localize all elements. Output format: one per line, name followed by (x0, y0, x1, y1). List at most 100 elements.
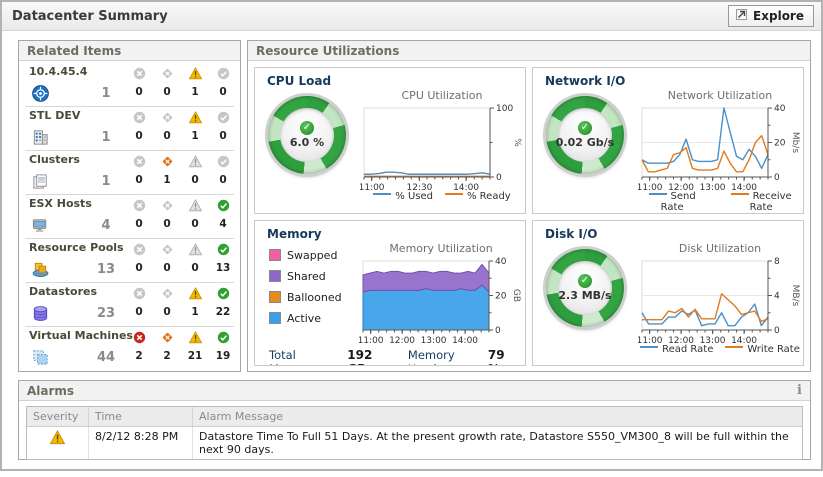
legend-label: Shared (287, 269, 326, 283)
legend-label: Active (287, 311, 322, 325)
info-icon[interactable]: i (797, 383, 802, 398)
column-header-message[interactable]: Alarm Message (199, 410, 284, 423)
alarm-severity-warning-icon (27, 427, 89, 459)
memory-used-value: 79 % (487, 347, 505, 366)
cpu-load-gauge[interactable]: ✓ 6.0 % (268, 96, 346, 174)
memory-quadrant: Memory Swapped Shared Ballooned Active Memo… (254, 219, 526, 366)
alarms-title: Alarms (27, 384, 75, 398)
status-count-normal: 13 (215, 261, 231, 274)
svg-text:100: 100 (496, 104, 513, 114)
network-io-gauge[interactable]: ✓ 0.02 Gb/s (546, 96, 624, 174)
related-item-name: Virtual Machines (29, 329, 133, 342)
normal-icon (209, 151, 237, 172)
status-count-fatal: 0 (135, 85, 143, 98)
related-items-header: Related Items (19, 41, 240, 61)
network-utilization-chart[interactable]: 0 20 40 11:00 12:00 13:00 14:00 Mb/s (638, 102, 802, 192)
explore-button[interactable]: Explore (728, 5, 814, 27)
explore-icon (735, 8, 748, 24)
status-count-normal: 19 (215, 350, 231, 362)
disk-io-value: 2.3 MB/s (558, 288, 612, 302)
status-count-normal: 0 (219, 173, 227, 186)
fatal-icon (125, 195, 153, 216)
warning-icon (181, 107, 209, 128)
related-items-panel: Related Items 10.4.45.4 1 0 0 1 0 STL DEV 1 0 0 1 0… (18, 40, 241, 372)
related-item-name: 10.4.45.4 (29, 64, 88, 78)
resource-utilizations-panel: Resource Utilizations CPU Load ✓ 6.0 % (247, 40, 811, 372)
svg-text:0: 0 (774, 326, 780, 336)
disk-utilization-chart[interactable]: 0 4 8 11:00 12:00 13:00 14:00 MB/s (638, 255, 802, 345)
legend-line-swatch (725, 345, 744, 348)
status-count-critical: 0 (163, 217, 171, 230)
title-bar: Datacenter Summary Explore (2, 2, 821, 31)
related-item-row-10-4-45-4[interactable]: 10.4.45.4 1 0 0 1 0 (25, 63, 234, 107)
svg-text:40: 40 (774, 104, 786, 114)
svg-text:40: 40 (495, 257, 507, 267)
svg-text:11:00: 11:00 (359, 336, 384, 345)
svg-text:11:00: 11:00 (638, 183, 663, 192)
related-item-name: ESX Hosts (29, 196, 92, 210)
memory-utilization-chart[interactable]: 0 20 40 11:00 12:00 13:00 14:00 GB (359, 255, 523, 345)
fatal-icon (125, 239, 153, 260)
svg-text:13:00: 13:00 (700, 336, 726, 345)
svg-text:14:00: 14:00 (731, 183, 757, 192)
svg-text:20: 20 (774, 139, 786, 149)
legend-item: Read Rate (640, 344, 713, 355)
status-count-fatal: 2 (135, 350, 143, 362)
normal-icon (209, 107, 237, 128)
legend-color-swatch (269, 270, 281, 282)
status-count-warning: 1 (191, 85, 199, 98)
fatal-icon (125, 327, 153, 348)
related-item-row-clusters[interactable]: Clusters 1 0 1 0 0 (25, 151, 234, 195)
status-count-fatal: 0 (135, 129, 143, 142)
related-item-row-stl-dev[interactable]: STL DEV 1 0 0 1 0 (25, 107, 234, 151)
legend-line-swatch (373, 193, 392, 195)
cpu-chart-legend: % Used % Ready (359, 191, 525, 202)
related-item-count: 4 (101, 217, 111, 233)
status-count-fatal: 0 (135, 261, 143, 274)
status-count-fatal: 0 (135, 305, 143, 318)
network-io-title: Network I/O (545, 74, 626, 88)
svg-text:14:00: 14:00 (453, 183, 479, 192)
status-count-warning: 21 (187, 350, 203, 362)
related-item-row-datastores[interactable]: Datastores 23 0 0 1 22 (25, 283, 234, 327)
datacenter-icon (33, 129, 48, 145)
related-item-row-virtual-machines[interactable]: Virtual Machines 44 2 2 21 19 (25, 327, 234, 371)
related-item-row-resource-pools[interactable]: Resource Pools 13 0 0 0 13 (25, 239, 234, 283)
svg-text:4: 4 (774, 291, 780, 301)
related-item-count: 13 (96, 261, 116, 277)
warning-icon (181, 151, 209, 172)
normal-icon (209, 239, 237, 260)
status-count-critical: 0 (163, 85, 171, 98)
svg-text:Mb/s: Mb/s (790, 132, 800, 154)
svg-text:%: % (512, 138, 522, 147)
cluster-icon (33, 173, 47, 189)
cpu-utilization-chart[interactable]: 0 100 11:00 12:30 14:00% (360, 102, 524, 192)
status-count-critical: 1 (163, 173, 171, 186)
alarms-panel: Alarms i Severity Time Alarm Message 8/2… (18, 380, 811, 460)
cpu-quadrant: CPU Load ✓ 6.0 % CPU Utilization (254, 67, 526, 214)
status-count-warning: 0 (191, 261, 199, 274)
related-item-name: Clusters (29, 152, 80, 166)
memory-legend-item: Ballooned (269, 291, 357, 304)
alarms-header: Alarms i (19, 381, 810, 401)
column-header-time[interactable]: Time (89, 407, 193, 426)
related-item-name: STL DEV (29, 108, 81, 122)
alarm-row[interactable]: 8/2/12 8:28 PM Datastore Time To Full 51… (27, 427, 802, 459)
fatal-icon (125, 63, 153, 84)
legend-item: % Ready (444, 191, 511, 202)
status-count-normal: 4 (219, 217, 227, 230)
critical-icon (153, 239, 181, 260)
column-header-severity[interactable]: Severity (27, 407, 89, 426)
status-count-fatal: 0 (135, 173, 143, 186)
critical-icon (153, 283, 181, 304)
status-count-fatal: 0 (135, 217, 143, 230)
memory-summary: Total Memory 192 GB Memory Used 79 % (255, 345, 525, 366)
legend-line-swatch (444, 193, 463, 195)
memory-legend: Swapped Shared Ballooned Active (255, 241, 357, 333)
disk-io-gauge[interactable]: ✓ 2.3 MB/s (546, 248, 624, 327)
disk-quadrant: Disk I/O ✓ 2.3 MB/s Disk Utilization (532, 219, 804, 366)
related-item-count: 1 (101, 129, 111, 145)
normal-icon (209, 63, 237, 84)
related-item-row-esx-hosts[interactable]: ESX Hosts 4 0 0 0 4 (25, 195, 234, 239)
